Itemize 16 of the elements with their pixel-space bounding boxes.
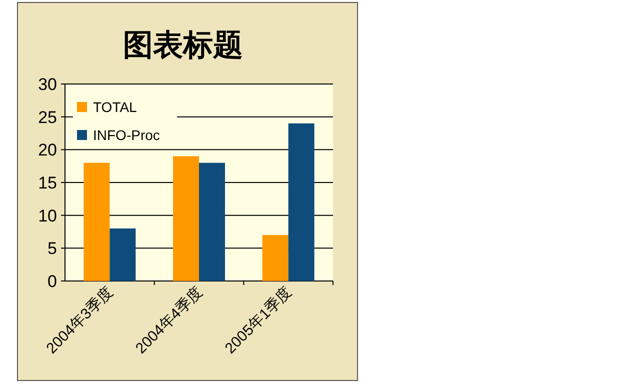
- bar: [84, 162, 110, 281]
- y-tick-label: 20: [38, 140, 57, 160]
- bar: [110, 228, 136, 281]
- y-tick-label: 0: [48, 272, 57, 291]
- y-tick-label: 30: [38, 75, 57, 94]
- y-tick-label: 5: [48, 239, 57, 258]
- y-tick-label: 25: [38, 108, 57, 127]
- bar: [262, 235, 288, 281]
- bar: [199, 162, 225, 281]
- bar: [173, 156, 199, 281]
- y-tick-label: 15: [38, 174, 57, 192]
- bar: [288, 123, 314, 281]
- legend-label: INFO-Proc: [93, 127, 160, 143]
- legend-label: TOTAL: [93, 99, 138, 115]
- chart-title: 图表标题: [123, 29, 243, 62]
- y-tick-label: 10: [38, 206, 57, 226]
